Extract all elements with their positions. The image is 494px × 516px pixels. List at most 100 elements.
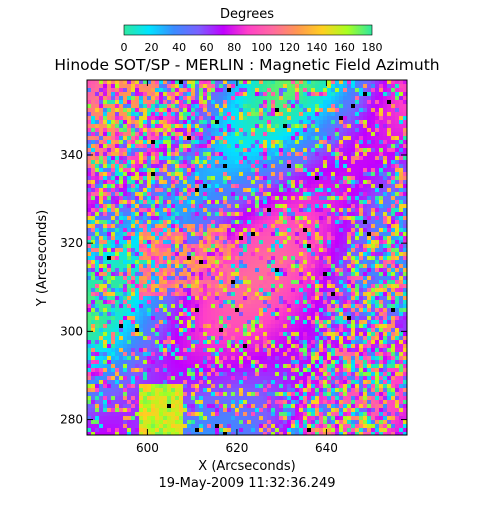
heatmap-cell xyxy=(335,320,339,324)
heatmap-cell xyxy=(279,236,283,240)
heatmap-cell xyxy=(275,120,279,124)
heatmap-cell xyxy=(159,84,163,88)
heatmap-cell xyxy=(211,148,215,152)
heatmap-cell xyxy=(315,192,319,196)
heatmap-cell xyxy=(195,172,199,176)
heatmap-cell xyxy=(399,112,403,116)
colorbar-tick-label: 20 xyxy=(145,41,159,54)
heatmap-cell xyxy=(223,192,227,196)
heatmap-cell xyxy=(403,108,407,112)
heatmap-cell xyxy=(387,296,391,300)
heatmap-cell xyxy=(163,284,167,288)
heatmap-cell xyxy=(347,264,351,268)
heatmap-cell xyxy=(335,156,339,160)
heatmap-cell xyxy=(119,80,123,84)
heatmap-cell xyxy=(307,88,311,92)
heatmap-cell xyxy=(335,184,339,188)
heatmap-cell xyxy=(123,108,127,112)
heatmap-cell xyxy=(167,112,171,116)
heatmap-cell xyxy=(355,272,359,276)
heatmap-cell xyxy=(183,152,187,156)
heatmap-cell xyxy=(195,156,199,160)
heatmap-cell xyxy=(91,232,95,236)
heatmap-cell xyxy=(239,280,243,284)
heatmap-cell xyxy=(399,284,403,288)
heatmap-cell xyxy=(111,208,115,212)
heatmap-cell xyxy=(315,140,319,144)
heatmap-cell xyxy=(231,92,235,96)
heatmap-cell xyxy=(143,88,147,92)
heatmap-cell xyxy=(95,244,99,248)
heatmap-cell xyxy=(303,232,307,236)
heatmap-cell xyxy=(199,248,203,252)
heatmap-cell xyxy=(111,136,115,140)
heatmap-cell xyxy=(179,172,183,176)
heatmap-cell xyxy=(231,184,235,188)
heatmap-cell xyxy=(339,196,343,200)
heatmap-cell xyxy=(115,252,119,256)
heatmap-cell xyxy=(387,176,391,180)
heatmap-cell xyxy=(155,132,159,136)
heatmap-cell xyxy=(347,128,351,132)
heatmap-cell xyxy=(355,116,359,120)
heatmap-cell xyxy=(383,148,387,152)
heatmap-cell xyxy=(363,108,367,112)
heatmap-cell xyxy=(303,176,307,180)
heatmap-cell xyxy=(167,168,171,172)
heatmap-cell xyxy=(191,256,195,260)
heatmap-cell xyxy=(215,88,219,92)
heatmap-cell xyxy=(99,324,103,328)
heatmap-cell xyxy=(119,140,123,144)
heatmap-cell xyxy=(155,92,159,96)
heatmap-cell xyxy=(235,192,239,196)
heatmap-cell xyxy=(399,212,403,216)
heatmap-cell xyxy=(255,276,259,280)
heatmap-cell xyxy=(399,184,403,188)
heatmap-cell xyxy=(307,196,311,200)
heatmap-cell xyxy=(379,244,383,248)
heatmap-cell xyxy=(387,188,391,192)
heatmap-cell xyxy=(323,256,327,260)
heatmap-cell xyxy=(87,220,91,224)
heatmap-cell xyxy=(131,92,135,96)
heatmap-cell xyxy=(287,276,291,280)
heatmap-cell xyxy=(287,96,291,100)
heatmap-cell xyxy=(87,120,91,124)
heatmap-cell xyxy=(219,80,223,84)
heatmap-cell xyxy=(379,276,383,280)
heatmap-cell xyxy=(159,208,163,212)
heatmap-cell xyxy=(371,160,375,164)
heatmap-cell xyxy=(139,304,143,308)
heatmap-cell xyxy=(115,92,119,96)
heatmap-cell xyxy=(163,80,167,84)
heatmap-cell xyxy=(231,140,235,144)
heatmap-cell xyxy=(367,240,371,244)
heatmap-cell xyxy=(91,304,95,308)
heatmap-cell xyxy=(223,100,227,104)
heatmap-cell xyxy=(267,204,271,208)
heatmap-cell xyxy=(399,152,403,156)
heatmap-cell xyxy=(359,152,363,156)
heatmap-cell xyxy=(143,80,147,84)
heatmap-cell xyxy=(339,128,343,132)
heatmap-cell xyxy=(227,164,231,168)
heatmap-cell xyxy=(227,176,231,180)
heatmap-cell xyxy=(175,156,179,160)
heatmap-cell xyxy=(295,316,299,320)
heatmap-cell xyxy=(203,280,207,284)
heatmap-cell xyxy=(171,152,175,156)
heatmap-cell xyxy=(287,176,291,180)
heatmap-cell xyxy=(343,220,347,224)
heatmap-cell xyxy=(279,152,283,156)
heatmap-cell xyxy=(251,224,255,228)
heatmap-cell xyxy=(219,300,223,304)
heatmap-cell xyxy=(187,144,191,148)
heatmap-cell xyxy=(327,164,331,168)
heatmap-cell xyxy=(191,148,195,152)
heatmap-cell xyxy=(179,120,183,124)
heatmap-cell xyxy=(311,120,315,124)
heatmap-cell xyxy=(215,252,219,256)
heatmap-cell xyxy=(387,248,391,252)
heatmap-cell xyxy=(199,264,203,268)
heatmap-cell xyxy=(215,104,219,108)
